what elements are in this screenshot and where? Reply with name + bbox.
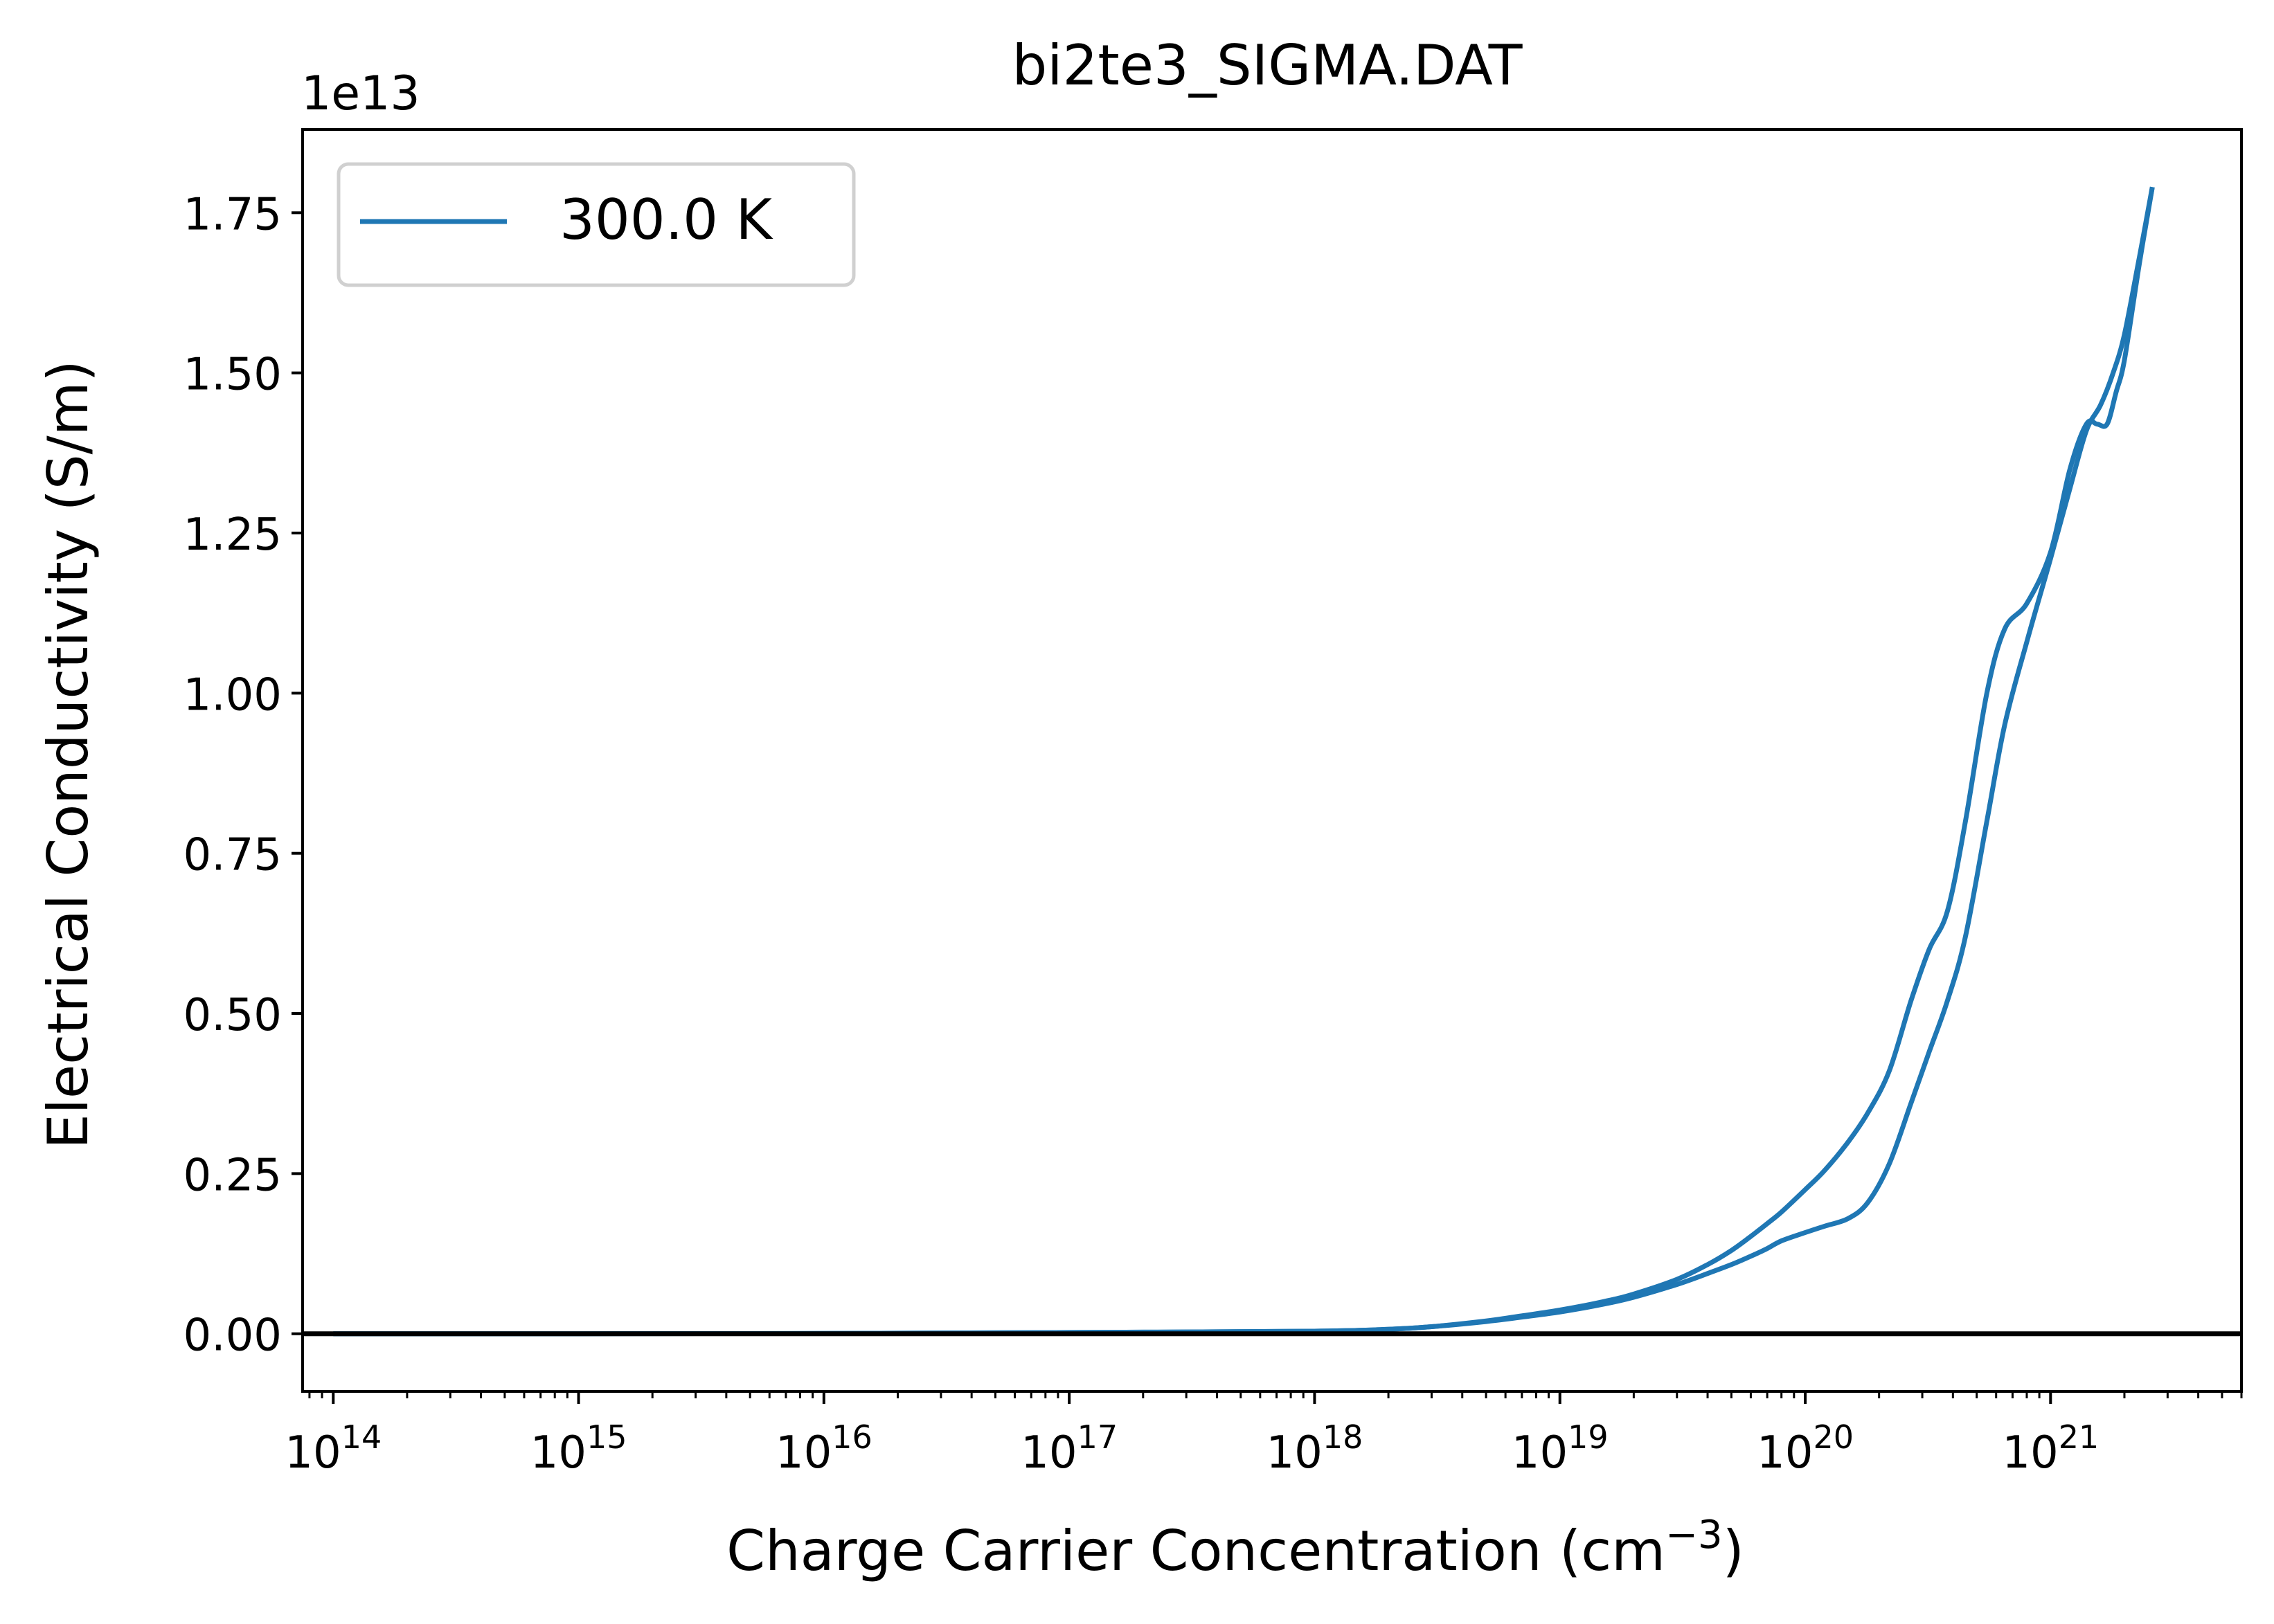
x-tick-label-exponent: 15 bbox=[587, 1418, 627, 1456]
x-tick-label-base: 10 bbox=[530, 1427, 587, 1479]
x-tick-label-base: 10 bbox=[2002, 1427, 2058, 1479]
x-tick-label-exponent: 14 bbox=[341, 1418, 382, 1456]
x-axis-label: Charge Carrier Concentration (cm−3) bbox=[726, 1513, 1744, 1583]
legend-box bbox=[337, 162, 856, 287]
y-tick-label: 0.75 bbox=[183, 830, 283, 881]
y-tick-label: 0.00 bbox=[183, 1310, 283, 1362]
x-tick-label-base: 10 bbox=[1021, 1427, 1077, 1479]
y-tick-label: 0.50 bbox=[183, 990, 283, 1041]
x-tick-label: 1019 bbox=[1512, 1418, 1609, 1479]
x-tick-label-base: 10 bbox=[1266, 1427, 1322, 1479]
x-tick-label: 1021 bbox=[2002, 1418, 2099, 1479]
x-tick-label-exponent: 16 bbox=[832, 1418, 872, 1456]
y-tick-label: 1.00 bbox=[183, 669, 283, 721]
y-offset-label: 1e13 bbox=[301, 66, 420, 121]
x-tick-label: 1017 bbox=[1021, 1418, 1118, 1479]
x-tick-label-base: 10 bbox=[1757, 1427, 1813, 1479]
x-tick-label: 1014 bbox=[285, 1418, 382, 1479]
axes-frame bbox=[301, 128, 2243, 1393]
x-tick-label-base: 10 bbox=[1512, 1427, 1568, 1479]
x-axis-label-close: ) bbox=[1723, 1519, 1744, 1583]
x-axis-label-exponent: −3 bbox=[1665, 1513, 1723, 1558]
x-tick-label: 1016 bbox=[776, 1418, 872, 1479]
x-tick-label-exponent: 18 bbox=[1323, 1418, 1363, 1456]
legend-label: 300.0 K bbox=[559, 188, 773, 252]
chart-title: bi2te3_SIGMA.DAT bbox=[1012, 33, 1523, 98]
x-tick-label: 1020 bbox=[1757, 1418, 1854, 1479]
x-tick-label-exponent: 20 bbox=[1813, 1418, 1854, 1456]
x-axis-label-text: Charge Carrier Concentration (cm bbox=[726, 1519, 1665, 1583]
x-tick-label-exponent: 19 bbox=[1568, 1418, 1609, 1456]
x-tick-label: 1015 bbox=[530, 1418, 627, 1479]
x-tick-label-base: 10 bbox=[776, 1427, 832, 1479]
x-tick-label-exponent: 21 bbox=[2059, 1418, 2100, 1456]
y-tick-label: 1.25 bbox=[183, 509, 283, 561]
x-tick-label-exponent: 17 bbox=[1077, 1418, 1118, 1456]
y-tick-label: 1.50 bbox=[183, 350, 283, 401]
y-axis-label: Electrical Conductivity (S/m) bbox=[36, 360, 100, 1149]
x-tick-label: 1018 bbox=[1266, 1418, 1363, 1479]
x-tick-label-base: 10 bbox=[285, 1427, 341, 1479]
y-tick-label: 1.75 bbox=[183, 189, 283, 240]
y-tick-label: 0.25 bbox=[183, 1150, 283, 1201]
